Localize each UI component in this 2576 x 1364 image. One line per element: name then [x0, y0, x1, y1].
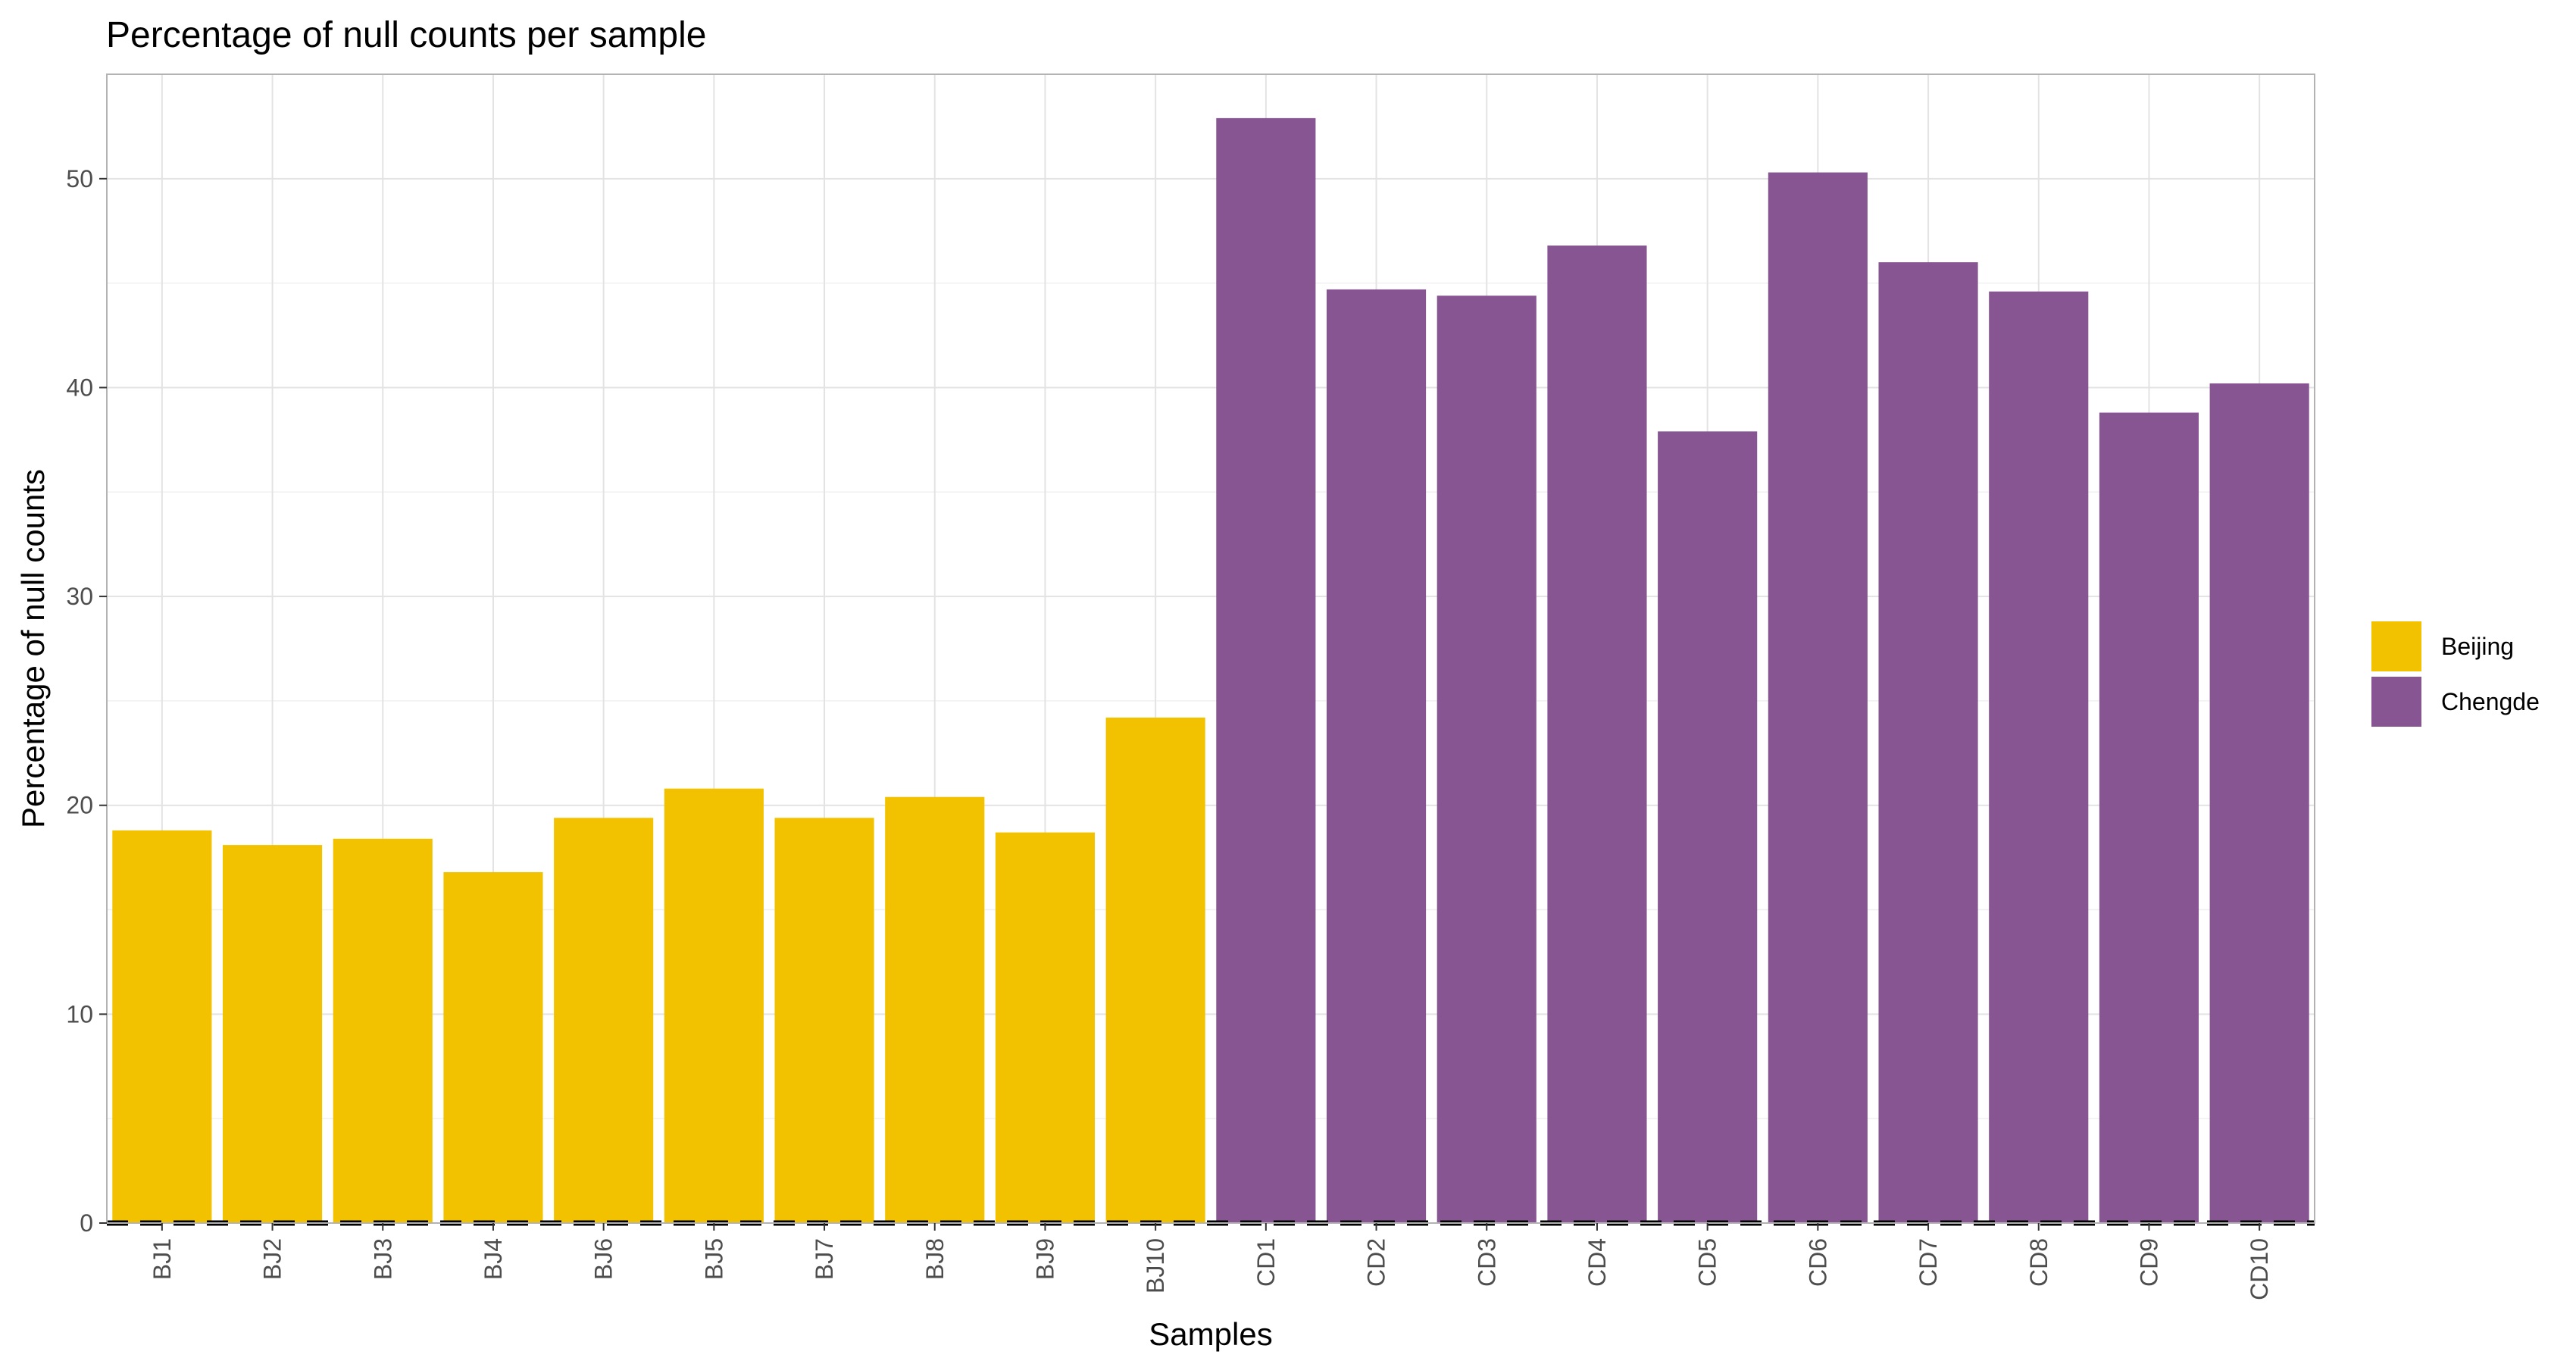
x-tick-label: BJ5	[700, 1238, 727, 1280]
x-tick-label: CD2	[1363, 1238, 1390, 1287]
y-tick-label: 0	[80, 1209, 93, 1237]
x-tick-label: CD1	[1252, 1238, 1280, 1287]
y-tick-label: 30	[66, 583, 93, 610]
bars	[112, 117, 2309, 1224]
bar-bj1	[112, 830, 212, 1223]
x-tick-label: CD7	[1915, 1238, 1942, 1287]
x-tick-label: BJ2	[259, 1238, 286, 1280]
bar-bj7	[774, 818, 874, 1223]
x-tick-label: CD10	[2246, 1238, 2273, 1300]
bar-cd1	[1216, 117, 1316, 1223]
x-tick-label: BJ3	[369, 1238, 396, 1280]
y-tick-label: 50	[66, 165, 93, 192]
x-tick-label: BJ9	[1031, 1238, 1058, 1280]
bar-bj2	[222, 845, 323, 1223]
x-tick-label: BJ6	[590, 1238, 617, 1280]
bar-bj5	[664, 788, 764, 1223]
legend-label-chengde: Chengde	[2441, 688, 2540, 715]
legend-label-beijing: Beijing	[2441, 633, 2514, 660]
y-axis: 0 10 20 30 40 50	[66, 165, 107, 1237]
bar-bj10	[1105, 717, 1205, 1223]
bar-cd3	[1436, 296, 1537, 1223]
x-tick-label: BJ7	[811, 1238, 838, 1280]
x-tick-label: BJ8	[921, 1238, 949, 1280]
x-tick-label: CD4	[1583, 1238, 1611, 1287]
bar-bj4	[443, 871, 543, 1223]
bar-cd6	[1768, 172, 1868, 1224]
x-tick-label: BJ4	[480, 1238, 507, 1280]
bar-cd9	[2099, 412, 2199, 1223]
x-axis: BJ1 BJ2 BJ3 BJ4 BJ6 BJ5 BJ7 BJ8 BJ9 BJ10 CD1 CD2 CD3…	[148, 1223, 2273, 1300]
legend: Beijing Chengde	[2371, 621, 2540, 727]
y-tick-label: 10	[66, 1000, 93, 1028]
y-axis-title: Percentage of null counts	[15, 469, 51, 828]
x-tick-label: CD8	[2025, 1238, 2052, 1287]
y-tick-label: 20	[66, 792, 93, 819]
x-tick-label: CD5	[1694, 1238, 1721, 1287]
x-tick-label: CD6	[1804, 1238, 1831, 1287]
chart-title: Percentage of null counts per sample	[106, 15, 706, 55]
bar-cd2	[1326, 289, 1427, 1223]
bar-bj9	[995, 832, 1096, 1223]
bar-cd8	[1989, 291, 2089, 1223]
bar-cd10	[2209, 383, 2309, 1224]
bar-cd5	[1658, 431, 1758, 1224]
bar-bj3	[333, 838, 433, 1223]
bar-cd4	[1547, 246, 1647, 1223]
x-axis-title: Samples	[1149, 1316, 1272, 1352]
x-tick-label: BJ1	[148, 1238, 176, 1280]
legend-key-beijing	[2371, 621, 2421, 671]
legend-key-chengde	[2371, 677, 2421, 727]
bar-bj6	[554, 818, 654, 1223]
x-tick-label: CD3	[1473, 1238, 1500, 1287]
plot-panel-border	[106, 74, 2315, 1224]
bar-cd7	[1878, 262, 1978, 1223]
y-tick-label: 40	[66, 374, 93, 401]
x-tick-label: CD9	[2135, 1238, 2162, 1287]
grid-lines	[107, 74, 2315, 1224]
bar-bj8	[885, 796, 985, 1223]
x-tick-label: BJ10	[1142, 1238, 1169, 1294]
